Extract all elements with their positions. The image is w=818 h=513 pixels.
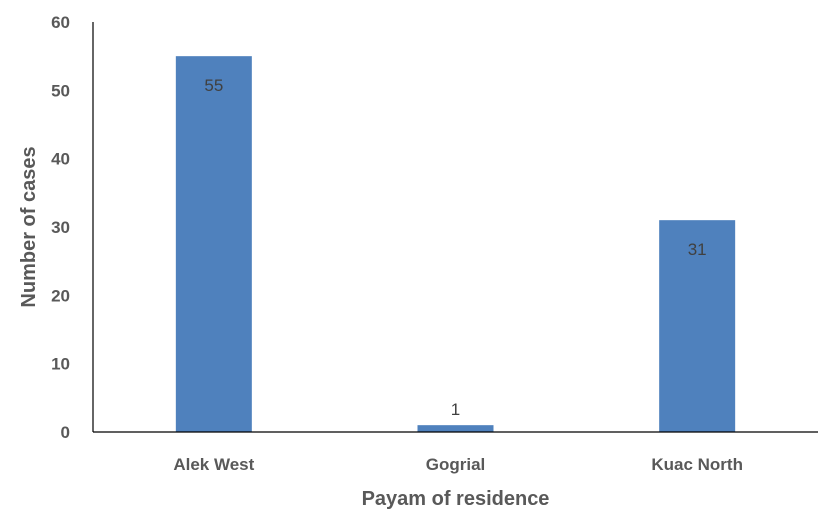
y-tick-label: 60	[51, 13, 70, 32]
x-tick-labels: Alek West Gogrial Kuac North	[173, 455, 743, 474]
x-tick-label: Gogrial	[426, 455, 486, 474]
bar	[659, 220, 736, 432]
y-tick-label: 30	[51, 218, 70, 237]
data-label: 55	[204, 76, 223, 95]
data-label: 1	[451, 400, 460, 419]
y-tick-label: 50	[51, 81, 70, 100]
x-tick-label: Kuac North	[651, 455, 743, 474]
data-labels: 55 1 31	[204, 76, 706, 419]
bar	[175, 56, 252, 433]
y-tick-label: 20	[51, 286, 70, 305]
x-tick-label: Alek West	[173, 455, 254, 474]
y-tick-label: 40	[51, 150, 70, 169]
y-tick-label: 10	[51, 355, 70, 374]
x-axis-title: Payam of residence	[362, 488, 550, 510]
bars	[175, 56, 736, 433]
y-tick-labels: 0 10 20 30 40 50 60	[51, 13, 70, 442]
bar	[417, 425, 494, 432]
y-tick-label: 0	[61, 423, 70, 442]
y-axis-title: Number of cases	[18, 146, 40, 307]
data-label: 31	[688, 240, 707, 259]
